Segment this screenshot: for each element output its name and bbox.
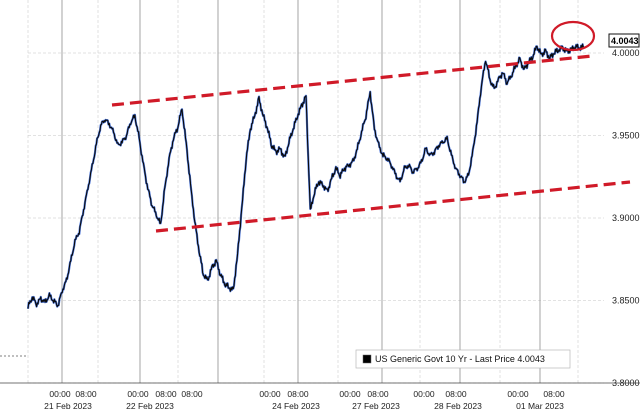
x-date-label: 24 Feb 2023	[272, 401, 320, 411]
series-line-highlight	[26, 43, 586, 309]
channel-annotations	[111, 54, 631, 233]
x-date-label: 28 Feb 2023	[434, 401, 482, 411]
highlight-circle	[550, 20, 596, 52]
x-time-label: 08:00	[75, 389, 97, 399]
y-tick-label: 3.9000	[612, 213, 640, 223]
x-time-label: 08:00	[445, 389, 467, 399]
x-time-label: 00:00	[507, 389, 529, 399]
y-tick-label: 3.8500	[612, 296, 640, 306]
legend-swatch	[362, 354, 372, 364]
y-tick-label: 3.9500	[612, 131, 640, 141]
x-date-label: 27 Feb 2023	[352, 401, 400, 411]
x-time-label: 00:00	[127, 389, 149, 399]
x-time-label: 08:00	[287, 389, 309, 399]
price-series	[26, 43, 586, 309]
x-date-label: 22 Feb 2023	[126, 401, 174, 411]
x-time-label: 08:00	[367, 389, 389, 399]
x-date-label: 01 Mar 2023	[516, 401, 564, 411]
x-time-label: 00:00	[413, 389, 435, 399]
legend-label: US Generic Govt 10 Yr - Last Price 4.004…	[375, 354, 545, 364]
x-time-label: 08:00	[543, 389, 565, 399]
x-date-label: 21 Feb 2023	[44, 401, 92, 411]
x-axis: 00:00 08:00 00:00 08:00 08:00 00:00 08:00 00:00…	[0, 382, 640, 411]
legend: US Generic Govt 10 Yr - Last Price 4.004…	[355, 349, 571, 369]
x-time-label: 08:00	[181, 389, 203, 399]
y-tick-label: 4.0000	[612, 48, 640, 58]
upper-channel-line	[111, 54, 593, 107]
x-time-label: 00:00	[339, 389, 361, 399]
x-time-label: 08:00	[155, 389, 177, 399]
chart-grid	[27, 0, 604, 384]
series-line	[27, 43, 585, 309]
lower-channel-line	[155, 180, 631, 233]
last-price-label: 4.0043	[608, 33, 640, 48]
last-price-value: 4.0043	[611, 36, 639, 46]
x-time-label: 00:00	[49, 389, 71, 399]
x-time-label: 00:00	[259, 389, 281, 399]
